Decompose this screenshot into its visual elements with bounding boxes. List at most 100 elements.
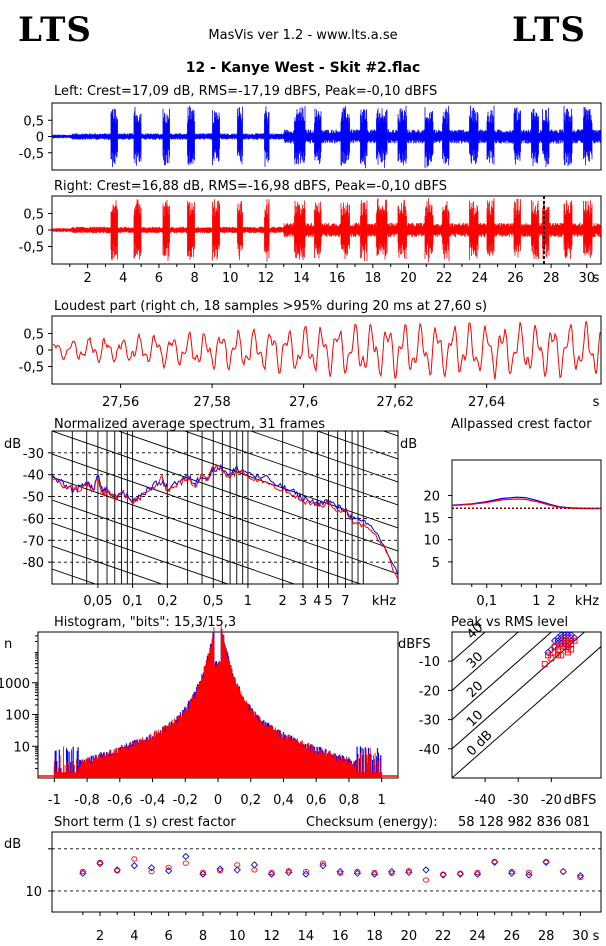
peakrms-point-left bbox=[544, 648, 552, 657]
y-tick-label-histogram: 100 bbox=[5, 709, 30, 724]
y-tick-label-spectrum: -30 bbox=[23, 447, 44, 462]
x-tick-label-histogram: 0,2 bbox=[240, 793, 261, 808]
shortterm-point-left bbox=[182, 852, 190, 861]
x-tick-label-right_wave: 14 bbox=[293, 271, 310, 286]
histogram-ylabel: n bbox=[4, 637, 12, 652]
shortterm-point-right bbox=[474, 869, 481, 876]
x-tick-label-shortterm: 14 bbox=[298, 929, 315, 944]
shortterm-point-right bbox=[165, 864, 172, 871]
allpass-ylabel: dB bbox=[400, 437, 417, 452]
x-tick-label-spectrum: 2 bbox=[279, 594, 287, 609]
x-tick-label-histogram: 1 bbox=[377, 793, 385, 808]
x-tick-label-allpass: 0,1 bbox=[476, 594, 497, 609]
x-tick-label-shortterm: 4 bbox=[130, 929, 138, 944]
y-tick-label-peakrms: -30 bbox=[419, 714, 440, 729]
y-tick-label-spectrum: -50 bbox=[23, 491, 44, 506]
shortterm-point-left bbox=[233, 866, 241, 874]
shortterm-point-left bbox=[576, 872, 585, 880]
shortterm-point-right bbox=[371, 869, 378, 876]
x-tick-label-shortterm: 26 bbox=[504, 929, 521, 944]
shortterm-point-left bbox=[490, 858, 499, 866]
y-tick-label-histogram: 10 bbox=[13, 740, 30, 755]
x-unit-shortterm: s bbox=[593, 929, 600, 944]
shortterm-point-right bbox=[457, 870, 464, 876]
shortterm-frame bbox=[51, 831, 602, 913]
y-tick-label-allpass: 5 bbox=[432, 556, 440, 571]
shortterm-point-left bbox=[405, 868, 413, 877]
x-tick-label-loudest: 27,56 bbox=[102, 395, 139, 410]
x-tick-label-right_wave: 28 bbox=[543, 271, 560, 286]
shortterm-point-right bbox=[440, 871, 447, 877]
shortterm-point-right bbox=[96, 859, 104, 865]
x-tick-label-right_wave: 26 bbox=[507, 271, 524, 286]
spectrum-frame bbox=[51, 430, 399, 585]
x-tick-label-histogram: 0,4 bbox=[273, 793, 294, 808]
peakrms-point-right bbox=[555, 652, 561, 659]
shortterm-point-right bbox=[422, 877, 430, 883]
x-tick-label-shortterm: 24 bbox=[469, 929, 486, 944]
x-tick-label-peakrms: -30 bbox=[508, 793, 529, 808]
shortterm-point-right bbox=[543, 858, 550, 865]
x-tick-label-loudest: 27,6 bbox=[289, 395, 318, 410]
x-tick-label-histogram: 0,8 bbox=[339, 793, 360, 808]
shortterm-point-right bbox=[388, 870, 395, 876]
x-tick-label-right_wave: 12 bbox=[258, 271, 275, 286]
waveform-title-left_wave: Left: Crest=17,09 dB, RMS=-17,19 dBFS, P… bbox=[54, 84, 437, 99]
checksum-value: 58 128 982 836 081 bbox=[458, 815, 590, 830]
x-tick-label-right_wave: 4 bbox=[119, 271, 127, 286]
peakrms-diagonal bbox=[452, 632, 586, 750]
shortterm-title: Short term (1 s) crest factor bbox=[54, 815, 236, 830]
shortterm-point-left bbox=[456, 870, 464, 878]
shortterm-point-left bbox=[199, 870, 207, 878]
x-tick-label-spectrum: 5 bbox=[324, 594, 332, 609]
y-tick-label-peakrms: -20 bbox=[419, 684, 440, 699]
waveform-title-right_wave: Right: Crest=16,88 dB, RMS=-16,98 dBFS, … bbox=[54, 179, 447, 194]
shortterm-point-left bbox=[439, 871, 447, 879]
x-tick-label-spectrum: 4 bbox=[313, 594, 321, 609]
peakrms-point-right bbox=[568, 646, 575, 653]
shortterm-point-right bbox=[577, 874, 584, 881]
shortterm-ylabel: dB bbox=[4, 837, 21, 852]
y-tick-label-spectrum: -80 bbox=[23, 556, 44, 571]
x-tick-label-shortterm: 30 bbox=[572, 929, 589, 944]
checksum-label: Checksum (energy): bbox=[306, 815, 438, 830]
peakrms-diagonal bbox=[452, 632, 553, 721]
shortterm-point-left bbox=[285, 868, 293, 877]
x-tick-label-loudest: 27,58 bbox=[194, 395, 231, 410]
y-tick-label-histogram: 1000 bbox=[0, 677, 30, 692]
peakrms-diagonal-label: 10 bbox=[464, 708, 486, 730]
spectrum-slope-line bbox=[52, 522, 230, 584]
x-tick-label-shortterm: 22 bbox=[435, 929, 452, 944]
spectrum-grid bbox=[52, 431, 398, 584]
shortterm-point-left bbox=[165, 867, 173, 875]
shortterm-point-right bbox=[182, 860, 189, 866]
x-tick-label-right_wave: 18 bbox=[365, 271, 382, 286]
x-tick-label-peakrms: -20 bbox=[541, 793, 562, 808]
shortterm-point-right bbox=[285, 868, 292, 874]
x-tick-label-right_wave: 20 bbox=[400, 271, 417, 286]
spectrum-slope-line bbox=[52, 476, 362, 584]
y-tick-label-allpass: 20 bbox=[423, 489, 440, 504]
histogram-title: Histogram, "bits": 15,3/15,3 bbox=[54, 615, 236, 630]
shortterm-point-left bbox=[508, 869, 516, 877]
x-tick-label-allpass: 2 bbox=[547, 594, 555, 609]
x-tick-label-right_wave: 8 bbox=[190, 271, 198, 286]
shortterm-point-right bbox=[320, 860, 327, 866]
y-tick-label-right_wave: 0,5 bbox=[23, 208, 44, 223]
x-tick-label-spectrum: 1 bbox=[244, 594, 252, 609]
loudest-trace bbox=[52, 321, 601, 380]
shortterm-point-left bbox=[422, 866, 430, 874]
loudest-frame bbox=[51, 315, 602, 385]
y-tick-label-loudest: -0,5 bbox=[19, 361, 44, 376]
spectrum-slope-line bbox=[116, 431, 398, 529]
y-tick-label-allpass: 10 bbox=[423, 534, 440, 549]
x-tick-label-histogram: -0,2 bbox=[173, 793, 198, 808]
x-tick-label-shortterm: 10 bbox=[229, 929, 246, 944]
y-tick-label-left_wave: -0,5 bbox=[19, 147, 44, 162]
shortterm-point-left bbox=[147, 864, 156, 872]
x-tick-label-peakrms: -40 bbox=[474, 793, 495, 808]
x-tick-label-shortterm: 6 bbox=[165, 929, 173, 944]
shortterm-point-left bbox=[130, 862, 138, 870]
x-tick-label-spectrum: 0,1 bbox=[122, 594, 143, 609]
shortterm-point-left bbox=[216, 865, 224, 873]
